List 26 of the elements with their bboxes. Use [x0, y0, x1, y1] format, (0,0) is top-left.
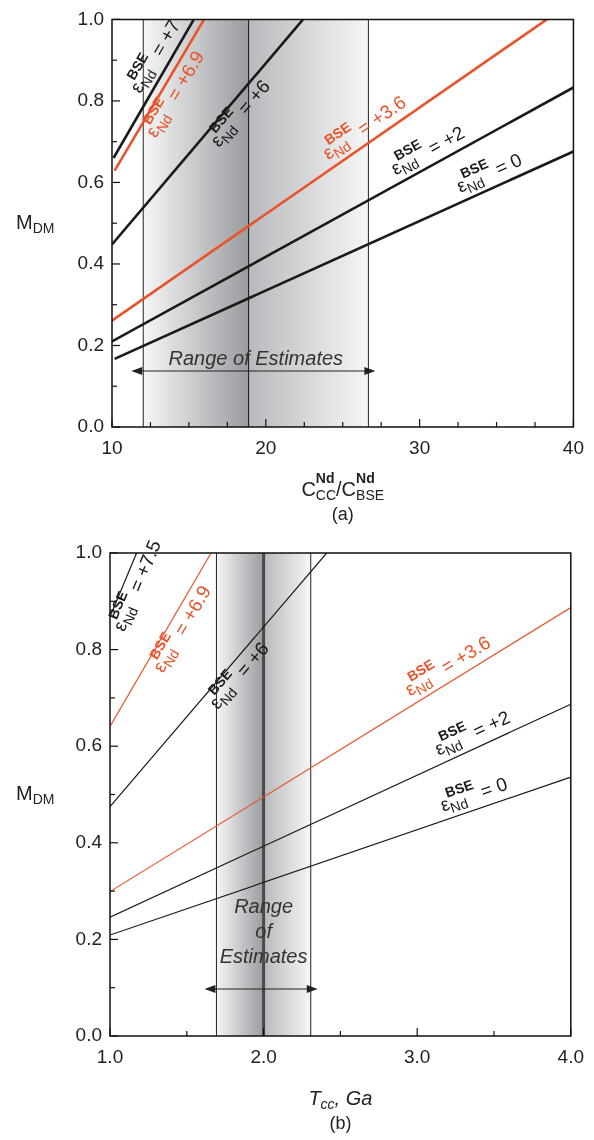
y-tick-label: 0.0	[77, 415, 104, 437]
text: εNdBSE = +2	[431, 706, 514, 760]
text: εNdBSE = +3.6	[401, 631, 495, 700]
y-tick-label: 0.8	[75, 637, 102, 659]
y-tick-label: 0.4	[77, 252, 105, 274]
x-tick-label: 2.0	[250, 1045, 277, 1067]
x-tick-label: 10	[101, 436, 123, 458]
text: εNdBSE = 0	[453, 148, 526, 197]
text: (b)	[329, 1112, 352, 1133]
x-tick-label: 3.0	[403, 1045, 431, 1067]
y-tick-label: 0.2	[75, 927, 102, 949]
y-tick-label: 1.0	[77, 7, 104, 29]
text: (a)	[331, 503, 354, 524]
y-tick-label: 0.0	[75, 1024, 102, 1046]
y-tick-label: 0.2	[77, 333, 104, 355]
text: εNdBSE = 0	[437, 773, 510, 816]
x-tick-label: 30	[409, 436, 431, 458]
x-tick-label: 20	[255, 436, 277, 458]
x-tick-label: 40	[562, 436, 584, 458]
y-tick-label: 0.6	[77, 170, 104, 192]
x-tick-label: 1.0	[96, 1045, 124, 1067]
y-tick-label: 0.4	[75, 831, 103, 853]
y-tick-label: 0.8	[77, 89, 104, 111]
x-tick-label: 4.0	[557, 1045, 584, 1067]
y-tick-label: 1.0	[75, 541, 102, 563]
y-tick-label: 0.6	[75, 734, 102, 756]
